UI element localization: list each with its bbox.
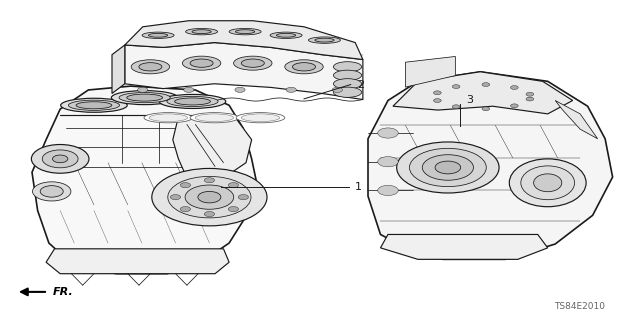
Ellipse shape [236, 30, 255, 33]
Circle shape [433, 91, 441, 95]
Circle shape [378, 185, 398, 196]
Ellipse shape [167, 96, 218, 107]
Circle shape [452, 85, 460, 88]
Polygon shape [406, 56, 456, 87]
Circle shape [52, 155, 68, 163]
Circle shape [198, 191, 221, 203]
Circle shape [286, 87, 296, 93]
Ellipse shape [190, 59, 213, 67]
Circle shape [511, 85, 518, 89]
Ellipse shape [119, 93, 170, 103]
Circle shape [422, 155, 474, 180]
Polygon shape [46, 249, 229, 274]
Polygon shape [393, 72, 573, 114]
Ellipse shape [229, 28, 261, 35]
Ellipse shape [111, 91, 178, 105]
Ellipse shape [144, 113, 193, 123]
Ellipse shape [285, 60, 323, 74]
Ellipse shape [159, 94, 226, 108]
Polygon shape [173, 117, 252, 178]
Circle shape [378, 157, 398, 167]
Circle shape [170, 195, 180, 200]
Circle shape [138, 87, 148, 93]
Circle shape [332, 87, 342, 93]
Ellipse shape [315, 38, 334, 42]
Polygon shape [125, 42, 363, 100]
Circle shape [42, 150, 78, 168]
Circle shape [204, 178, 214, 183]
Ellipse shape [148, 33, 168, 37]
Text: 2: 2 [357, 79, 364, 90]
Circle shape [526, 97, 534, 101]
Ellipse shape [234, 56, 272, 70]
Circle shape [180, 183, 191, 188]
Polygon shape [368, 72, 612, 259]
Circle shape [433, 99, 441, 102]
Ellipse shape [521, 166, 575, 200]
Ellipse shape [76, 102, 112, 109]
Ellipse shape [195, 114, 234, 122]
Ellipse shape [127, 94, 163, 101]
Ellipse shape [190, 113, 239, 123]
Circle shape [511, 104, 518, 108]
Circle shape [168, 176, 251, 218]
Polygon shape [125, 21, 363, 60]
Ellipse shape [276, 33, 296, 37]
Circle shape [33, 182, 71, 201]
Ellipse shape [241, 114, 280, 122]
Ellipse shape [333, 70, 362, 80]
Ellipse shape [241, 59, 264, 67]
Circle shape [526, 92, 534, 96]
Polygon shape [380, 234, 548, 259]
Polygon shape [555, 100, 598, 139]
Circle shape [228, 206, 239, 211]
Ellipse shape [131, 60, 170, 74]
Ellipse shape [68, 100, 120, 110]
Circle shape [378, 128, 398, 138]
Circle shape [410, 148, 486, 187]
Ellipse shape [149, 114, 188, 122]
Circle shape [228, 183, 239, 188]
Text: 1: 1 [355, 182, 362, 192]
Circle shape [40, 186, 63, 197]
Circle shape [184, 87, 194, 93]
Circle shape [482, 107, 490, 111]
Text: 3: 3 [466, 95, 473, 106]
Ellipse shape [333, 79, 362, 89]
Text: FR.: FR. [52, 287, 73, 297]
Circle shape [152, 168, 267, 226]
Ellipse shape [236, 113, 285, 123]
Circle shape [235, 87, 245, 93]
Ellipse shape [308, 37, 340, 43]
Ellipse shape [139, 63, 162, 71]
Ellipse shape [142, 32, 174, 39]
Circle shape [482, 83, 490, 86]
Ellipse shape [175, 98, 211, 105]
Circle shape [31, 145, 89, 173]
Text: TS84E2010: TS84E2010 [554, 302, 605, 311]
Circle shape [180, 206, 191, 211]
Ellipse shape [192, 30, 211, 33]
Polygon shape [112, 45, 125, 93]
Circle shape [238, 195, 248, 200]
Ellipse shape [509, 159, 586, 207]
Ellipse shape [186, 28, 218, 35]
Ellipse shape [182, 56, 221, 70]
Circle shape [452, 105, 460, 109]
Circle shape [397, 142, 499, 193]
Ellipse shape [61, 98, 127, 112]
Ellipse shape [270, 32, 302, 39]
Circle shape [435, 161, 461, 174]
Ellipse shape [333, 87, 362, 97]
Ellipse shape [292, 63, 316, 71]
Ellipse shape [534, 174, 562, 192]
Ellipse shape [333, 62, 362, 72]
Circle shape [185, 185, 234, 209]
Polygon shape [32, 86, 257, 274]
Circle shape [204, 211, 214, 217]
